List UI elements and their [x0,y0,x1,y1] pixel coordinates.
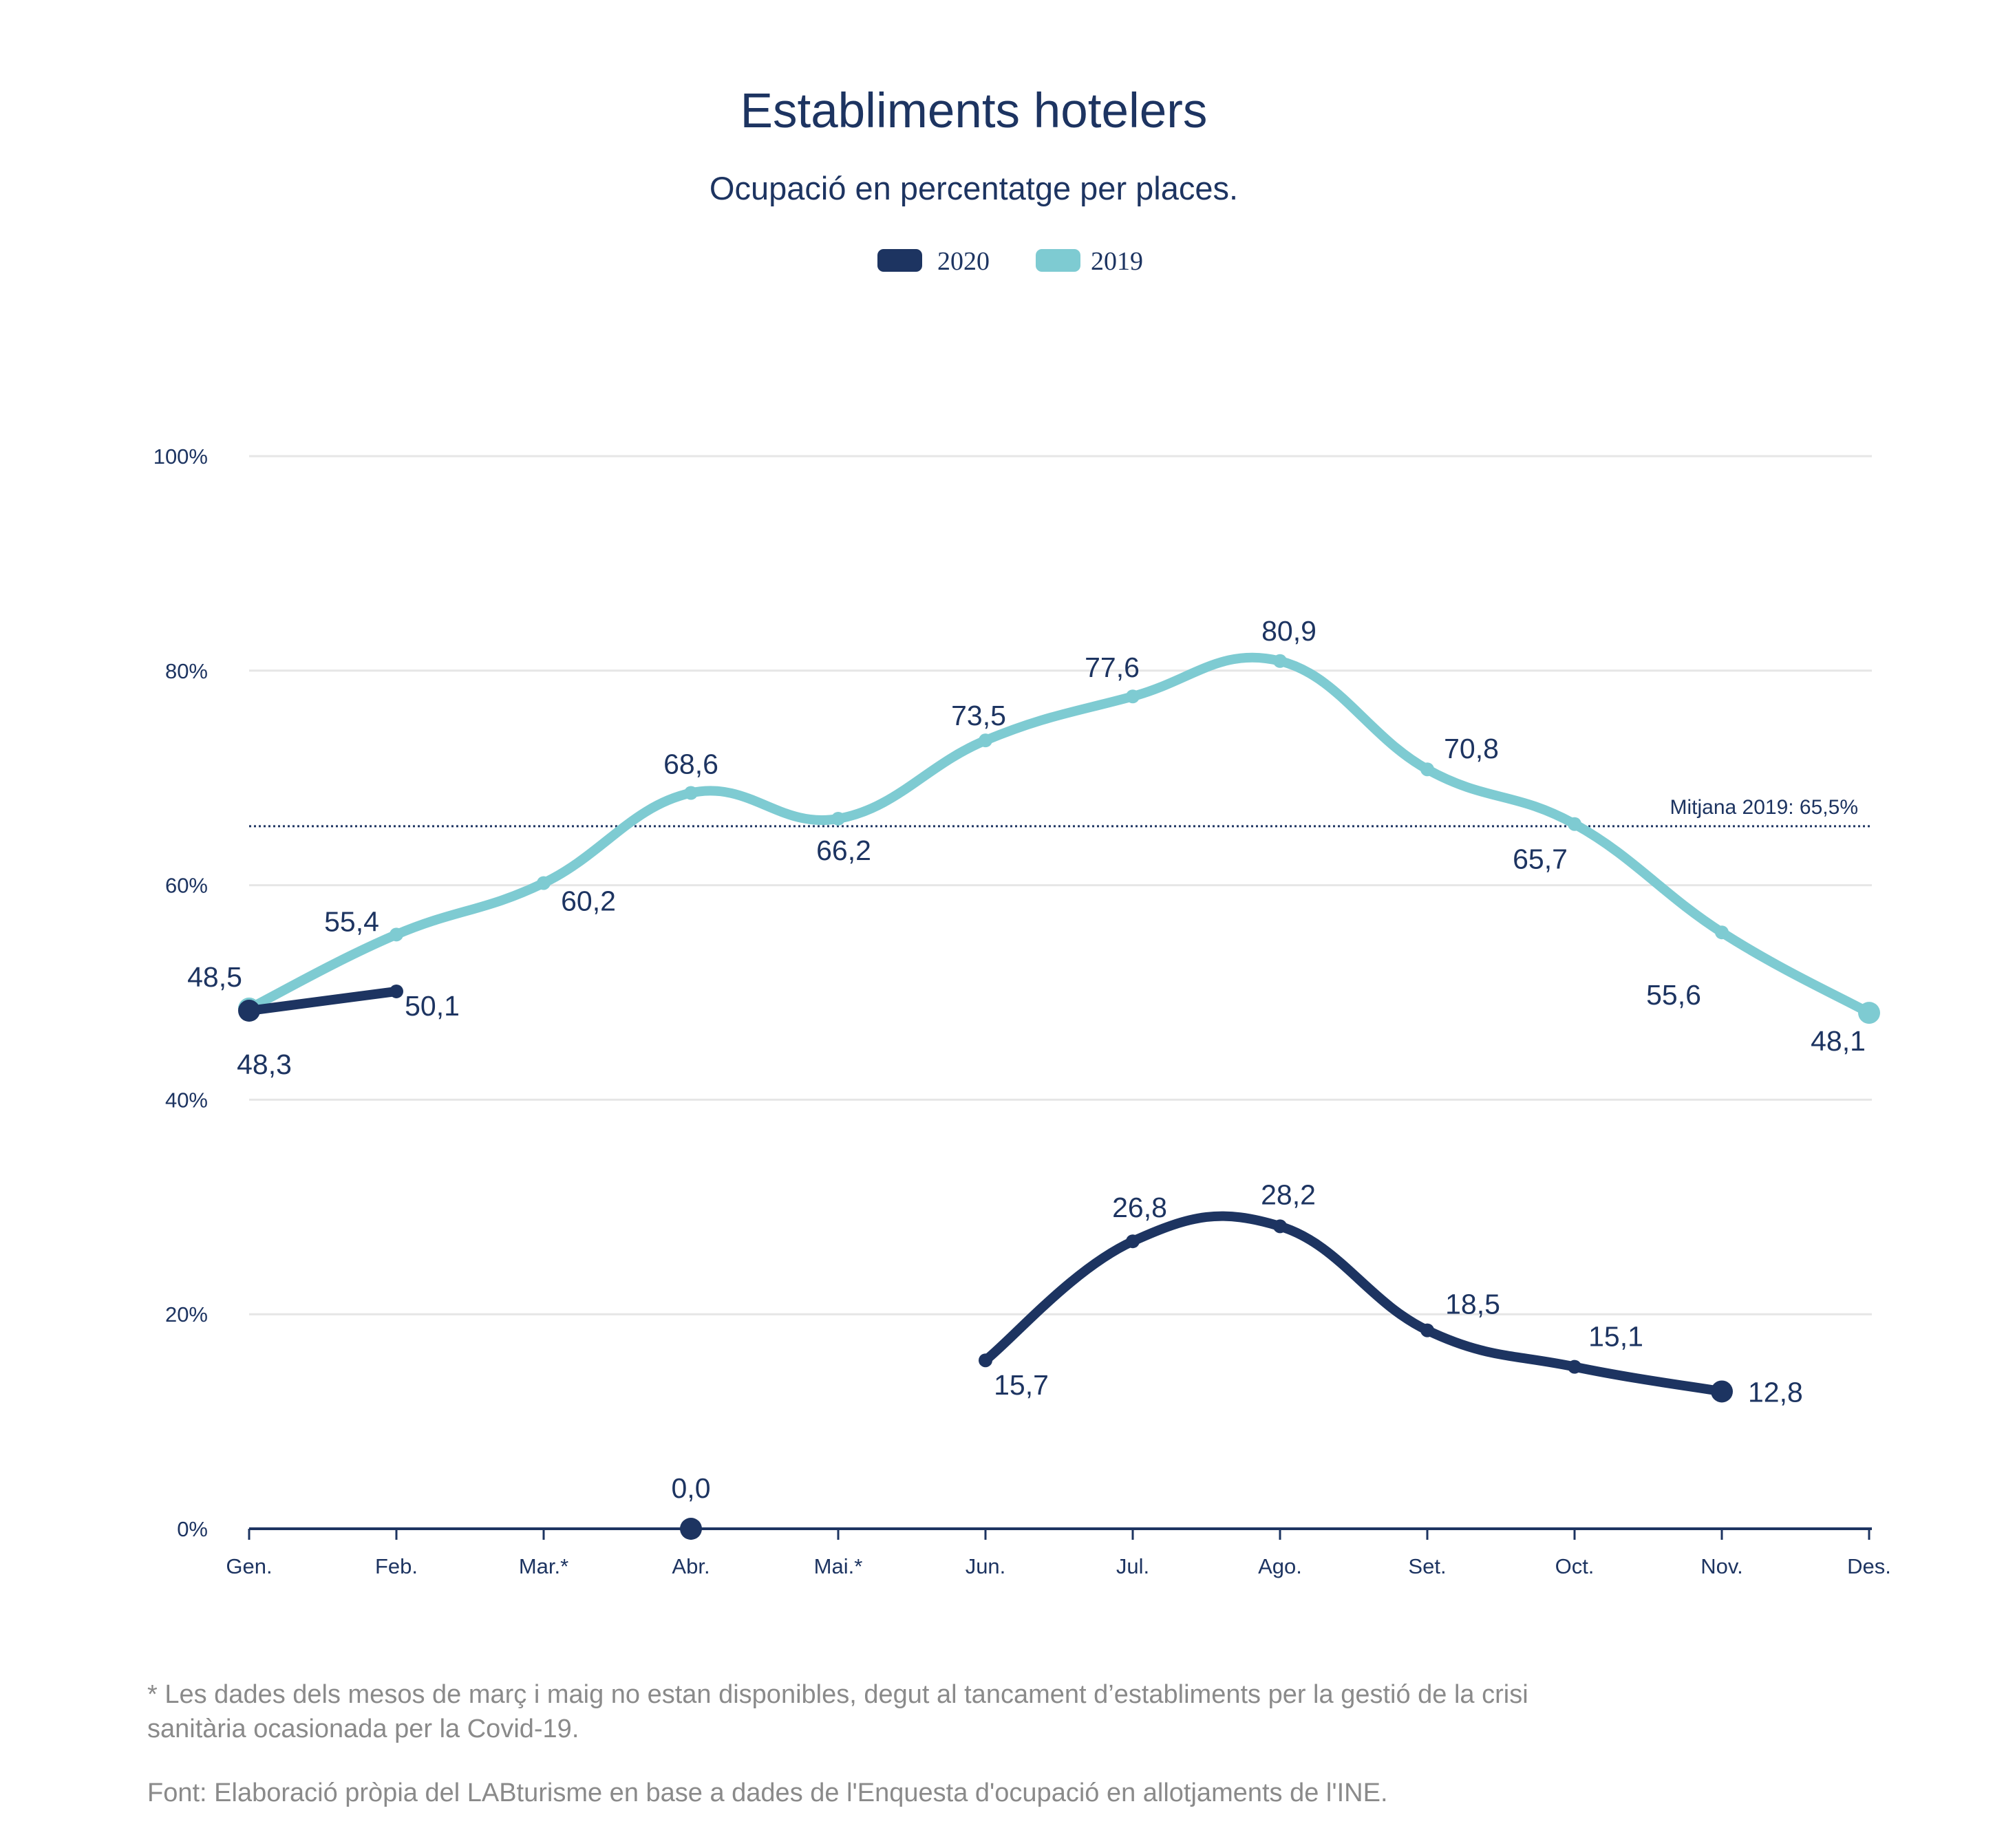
x-tick-label-3: Abr. [672,1554,710,1578]
data-label-2019-5: 73,5 [951,700,1006,731]
series-2020-point-10 [1711,1380,1733,1403]
x-tick-label-1: Feb. [375,1554,418,1578]
data-label-2019-0: 48,5 [187,961,242,993]
legend-label-2020: 2020 [937,247,990,276]
data-label-2019-7: 80,9 [1261,615,1316,647]
x-axis: Gen. Feb. Mar.* Abr. Mai.* Jun. Jul. Ago. Set. Oc… [226,1527,1891,1578]
x-tick-label-10: Nov. [1701,1554,1742,1578]
series-2020-point-8 [1420,1323,1434,1337]
data-label-2019-8: 70,8 [1444,733,1499,764]
series-2019-point-7 [1273,654,1287,668]
data-label-2019-1: 55,4 [324,905,379,937]
x-tick-label-8: Set. [1408,1554,1446,1578]
x-tick-label-11: Des. [1847,1554,1891,1578]
legend: 2020 2019 [877,247,1143,276]
chart-subtitle: Ocupació en percentatge per places. [710,170,1238,206]
data-label-2019-3: 68,6 [663,749,718,780]
data-label-2019-9: 65,7 [1513,844,1568,875]
x-tick-label-5: Jun. [966,1554,1006,1578]
series-2020-point-5 [979,1353,992,1368]
footnote-line-1: * Les dades dels mesos de març i maig no… [147,1680,1528,1709]
source-note: Font: Elaboració pròpia del LABturisme e… [147,1779,1388,1807]
data-label-2019-4: 66,2 [816,835,871,866]
series-2019-point-9 [1568,817,1581,831]
data-label-2019-11: 48,1 [1811,1025,1866,1057]
legend-swatch-2020 [877,249,922,272]
series-2019-point-5 [979,733,992,748]
footnote-line-2: sanitària ocasionada per la Covid-19. [147,1715,579,1743]
series-2020-point-1 [390,984,403,998]
series-2019-point-10 [1715,925,1729,940]
y-tick-label-40: 40% [165,1088,208,1112]
x-tick-label-4: Mai.* [814,1554,863,1578]
x-tick-label-9: Oct. [1555,1554,1595,1578]
data-label-2020-5: 15,7 [994,1369,1049,1401]
series-2019-point-3 [684,786,698,800]
x-tick-label-7: Ago. [1258,1554,1302,1578]
series-2020-point-7 [1273,1219,1287,1234]
y-tick-label-60: 60% [165,874,208,898]
reference-line-label: Mitjana 2019: 65,5% [1670,796,1858,819]
series-2020-point-3 [680,1518,702,1540]
x-tick-label-0: Gen. [226,1554,272,1578]
y-tick-label-80: 80% [165,659,208,683]
series-2019-point-11 [1858,1002,1880,1024]
data-label-2020-1: 50,1 [405,990,460,1022]
series-group [238,652,1880,1540]
series-2019-point-4 [831,811,845,826]
y-tick-label-100: 100% [153,444,208,469]
y-tick-label-20: 20% [165,1302,208,1326]
grid [249,455,1872,1315]
data-label-2019-2: 60,2 [561,885,616,916]
series-2020-point-6 [1126,1234,1140,1249]
data-labels: 48,3 50,1 0,0 15,7 26,8 28,2 18,5 15,1 12,8 48,5 5… [187,615,1866,1504]
data-label-2020-0: 48,3 [237,1049,292,1080]
y-tick-label-0: 0% [177,1517,208,1541]
series-2019-point-2 [537,876,551,890]
x-tick-label-6: Jul. [1116,1554,1149,1578]
legend-label-2019: 2019 [1091,247,1143,276]
series-2019-line-0 [244,652,1874,1018]
legend-swatch-2019 [1036,249,1080,272]
chart-title: Establiments hotelers [740,84,1208,138]
x-tick-label-2: Mar.* [519,1554,568,1578]
data-label-2020-8: 18,5 [1445,1289,1500,1320]
series-2020-line-0 [244,986,401,1016]
reference-line-group: Mitjana 2019: 65,5% [249,796,1872,828]
y-axis: 0% 20% 40% 60% 80% 100% [153,444,208,1541]
data-label-2019-6: 77,6 [1085,652,1140,683]
series-2020-point-0 [238,1000,260,1022]
data-label-2020-9: 15,1 [1588,1321,1643,1353]
data-label-2020-7: 28,2 [1261,1179,1316,1210]
data-label-2020-10: 12,8 [1748,1376,1803,1408]
data-label-2020-3: 0,0 [672,1472,711,1504]
data-label-2019-10: 55,6 [1646,979,1701,1011]
series-2019-point-6 [1126,689,1140,704]
data-label-2020-6: 26,8 [1112,1192,1167,1223]
series-2020-point-9 [1568,1360,1581,1374]
series-2019-point-8 [1420,762,1434,777]
series-2019-point-1 [390,927,403,942]
series-2020-line-2 [981,1211,1727,1397]
